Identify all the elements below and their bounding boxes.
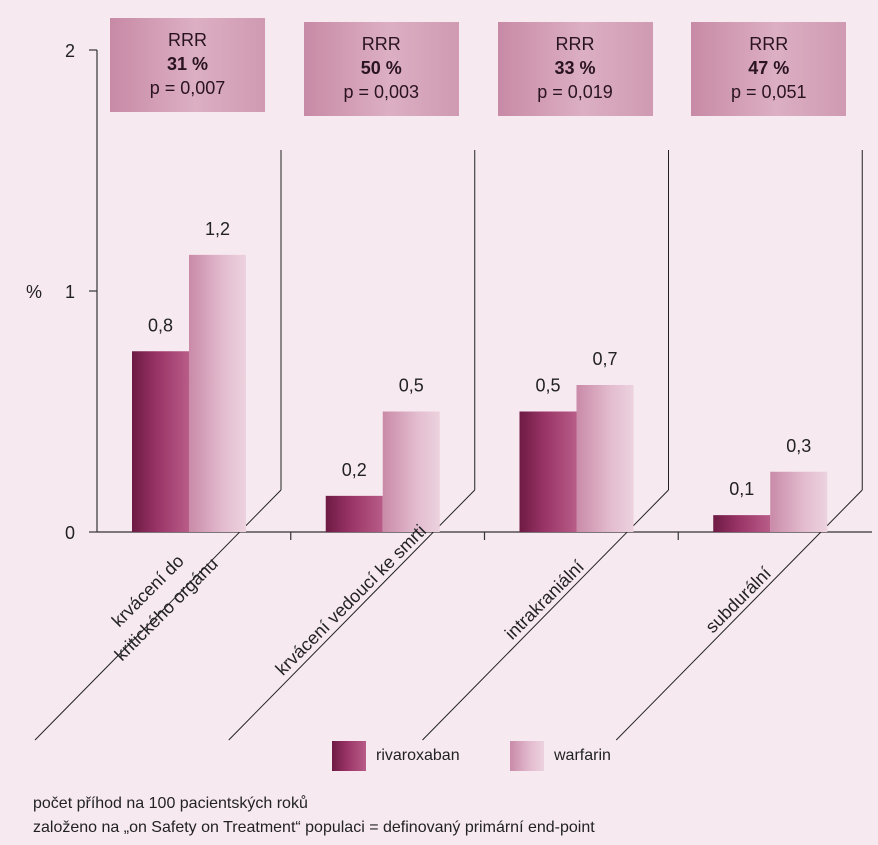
y-tick-label: 0 bbox=[65, 523, 75, 543]
legend-swatch-warfarin bbox=[510, 741, 544, 771]
rrr-title: RRR bbox=[168, 30, 207, 50]
rrr-p-value: p = 0,003 bbox=[343, 82, 420, 102]
y-tick-label: 2 bbox=[65, 41, 75, 61]
category-label: subdurální bbox=[701, 563, 775, 637]
y-tick-label: 1 bbox=[65, 282, 75, 302]
footnote-2: založeno na „on Safety on Treatment“ pop… bbox=[33, 819, 595, 836]
legend-label-warfarin: warfarin bbox=[554, 747, 611, 764]
bar-rivaroxaban bbox=[132, 351, 189, 532]
bar-warfarin bbox=[189, 254, 246, 532]
data-label: 1,2 bbox=[205, 219, 230, 239]
category-label-group: subdurální bbox=[701, 563, 775, 637]
rrr-box: RRR 50 % p = 0,003 bbox=[303, 22, 459, 116]
data-label: 0,5 bbox=[399, 376, 424, 396]
category-label: intrakraniální bbox=[501, 556, 588, 643]
rrr-title: RRR bbox=[749, 34, 789, 54]
category-label-group: krvácení vedoucí ke smrti bbox=[272, 521, 430, 679]
rrr-box: RRR 31 % p = 0,007 bbox=[110, 18, 265, 112]
category-label: krvácení vedoucí ke smrti bbox=[272, 521, 430, 679]
rrr-p-value: p = 0,007 bbox=[149, 78, 226, 98]
rrr-value: 47 % bbox=[748, 58, 790, 78]
data-label: 0,3 bbox=[786, 436, 811, 456]
data-label: 0,2 bbox=[342, 460, 367, 480]
data-label: 0,7 bbox=[592, 349, 617, 369]
legend-swatch-rivaroxaban bbox=[332, 741, 366, 771]
bar-rivaroxaban bbox=[519, 411, 577, 532]
footnote-1: počet příhod na 100 pacientských roků bbox=[33, 795, 308, 812]
rrr-box: RRR 33 % p = 0,019 bbox=[497, 22, 653, 116]
y-axis-label: % bbox=[26, 282, 42, 302]
rrr-title: RRR bbox=[555, 34, 595, 54]
bar-rivaroxaban bbox=[713, 515, 771, 532]
rrr-value: 50 % bbox=[360, 58, 402, 78]
category-label-group: intrakraniální bbox=[501, 556, 588, 643]
legend-label-rivaroxaban: rivaroxaban bbox=[376, 747, 460, 764]
rrr-p-value: p = 0,019 bbox=[537, 82, 613, 102]
bar-rivaroxaban bbox=[325, 495, 383, 532]
rrr-box: RRR 47 % p = 0,051 bbox=[691, 22, 847, 116]
rrr-value: 31 % bbox=[166, 54, 209, 74]
bar-warfarin bbox=[770, 471, 828, 532]
data-label: 0,8 bbox=[148, 315, 173, 335]
bar-warfarin bbox=[382, 411, 440, 532]
data-label: 0,5 bbox=[535, 376, 560, 396]
bar-warfarin bbox=[576, 384, 634, 532]
rrr-value: 33 % bbox=[554, 58, 596, 78]
data-label: 0,1 bbox=[729, 479, 754, 499]
rrr-p-value: p = 0,051 bbox=[730, 82, 807, 102]
bars bbox=[132, 254, 828, 532]
rrr-title: RRR bbox=[361, 34, 401, 54]
